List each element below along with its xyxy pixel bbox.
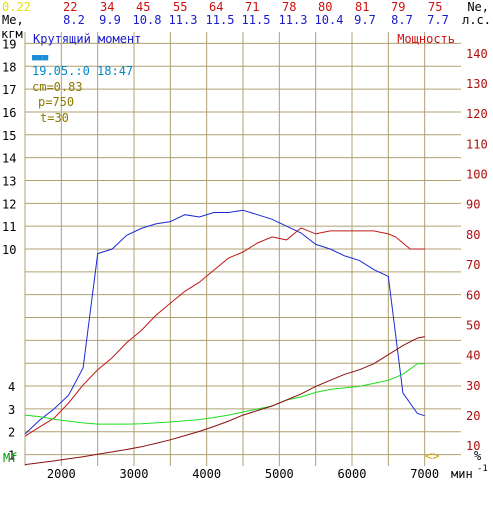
y-left-tick-label-16: 16 xyxy=(2,106,16,120)
arrows-control[interactable]: <> xyxy=(425,449,439,463)
y-left-tick-label-3: 3 xyxy=(8,403,15,417)
y-left-tick-label-18: 18 xyxy=(2,60,16,74)
me-value-3: 11.3 xyxy=(169,13,198,27)
x-tick-label-5000: 5000 xyxy=(265,467,294,481)
y-left-tick-label-12: 12 xyxy=(2,197,16,211)
y-left-tick-label-2: 2 xyxy=(8,426,15,440)
y-left-tick-label-14: 14 xyxy=(2,152,16,166)
y-right-tick-label-10: 10 xyxy=(466,439,480,453)
me-value-5: 11.5 xyxy=(242,13,271,27)
y-left-tick-label-4: 4 xyxy=(8,380,15,394)
me-value-6: 11.3 xyxy=(279,13,308,27)
series-line-3 xyxy=(24,336,425,466)
legend-marker: ■■■ xyxy=(32,53,49,63)
y-right-tick-label-120: 120 xyxy=(466,107,488,121)
x-tick-label-4000: 4000 xyxy=(192,467,221,481)
header-ne-values: 0.22 22 34 45 55 64 71 78 80 81 79 75 xyxy=(2,0,442,14)
ne-value-7: 78 xyxy=(282,0,296,14)
series-layer xyxy=(24,209,425,466)
mf-label: Mf xyxy=(3,451,17,465)
y-right-tick-label-140: 140 xyxy=(466,47,488,61)
ne-value-6: 71 xyxy=(245,0,259,14)
x-tick-label-6000: 6000 xyxy=(338,467,367,481)
y-right-tick-label-30: 30 xyxy=(466,379,480,393)
series-line-0 xyxy=(24,209,425,435)
me-value-4: 11.5 xyxy=(206,13,235,27)
y-right-tick-label-40: 40 xyxy=(466,349,480,363)
ne-value-1: 22 xyxy=(63,0,77,14)
y-left-tick-label-10: 10 xyxy=(2,243,16,257)
me-value-9: 8.7 xyxy=(391,13,413,27)
series-line-1 xyxy=(24,227,425,437)
ne-value-2: 34 xyxy=(100,0,114,14)
y-right-tick-label-90: 90 xyxy=(466,198,480,212)
y-left-tick-label-15: 15 xyxy=(2,129,16,143)
ne-value-4: 55 xyxy=(173,0,187,14)
tick-labels: 2000 3000 4000 5000 6000 70001234101112131415… xyxy=(2,37,488,481)
cm-value: cm=0.83 xyxy=(32,80,83,94)
rpm-unit-exp: -1 xyxy=(477,464,488,474)
x-tick-label-3000: 3000 xyxy=(120,467,149,481)
me-value-7: 10.4 xyxy=(315,13,344,27)
pressure-value: p=750 xyxy=(38,95,74,109)
me-value-2: 10.8 xyxy=(133,13,162,27)
ne-value-8: 80 xyxy=(318,0,332,14)
ne-value-5: 64 xyxy=(209,0,223,14)
datetime-stamp: 19.05.:0 18:47 xyxy=(32,64,133,78)
y-left-tick-label-19: 19 xyxy=(2,37,16,51)
y-left-tick-label-11: 11 xyxy=(2,220,16,234)
ne-value-0: 0.22 xyxy=(2,0,31,14)
me-value-0: 8.2 xyxy=(63,13,85,27)
ne-value-11: 75 xyxy=(428,0,442,14)
y-right-tick-label-80: 80 xyxy=(466,228,480,242)
y-right-tick-label-70: 70 xyxy=(466,258,480,272)
y-left-tick-label-1: 1 xyxy=(8,449,15,463)
ne-value-3: 45 xyxy=(136,0,150,14)
y-right-tick-label-100: 100 xyxy=(466,168,488,182)
header-me-values: 8.2 9.9 10.8 11.3 11.5 11.5 11.3 10.4 9.7 8.7 7.7 xyxy=(63,13,449,27)
rpm-unit: мин xyxy=(451,467,473,481)
y-right-tick-label-50: 50 xyxy=(466,318,480,332)
me-label: Me, xyxy=(2,13,24,27)
ne-label: Ne, xyxy=(467,0,489,14)
y-right-tick-label-20: 20 xyxy=(466,409,480,423)
ne-value-9: 81 xyxy=(355,0,369,14)
ne-value-10: 79 xyxy=(391,0,405,14)
percent-label: % xyxy=(474,449,482,463)
me-value-1: 9.9 xyxy=(99,13,121,27)
ne-unit: л.с. xyxy=(462,13,491,27)
y-right-tick-label-110: 110 xyxy=(466,137,488,151)
me-value-10: 7.7 xyxy=(427,13,449,27)
torque-legend-title: Крутящий момент xyxy=(33,32,141,46)
series-line-2 xyxy=(24,363,425,425)
x-tick-label-2000: 2000 xyxy=(47,467,76,481)
me-value-8: 9.7 xyxy=(354,13,376,27)
grid-horizontal xyxy=(25,42,461,456)
y-left-tick-label-17: 17 xyxy=(2,83,16,97)
y-right-tick-label-130: 130 xyxy=(466,77,488,91)
y-right-tick-label-60: 60 xyxy=(466,288,480,302)
y-left-tick-label-13: 13 xyxy=(2,174,16,188)
kgm-label: кгм xyxy=(1,27,23,41)
x-tick-label-7000: 7000 xyxy=(410,467,439,481)
temperature-value: t=30 xyxy=(40,111,69,125)
power-legend-title: Мощность xyxy=(397,32,455,46)
